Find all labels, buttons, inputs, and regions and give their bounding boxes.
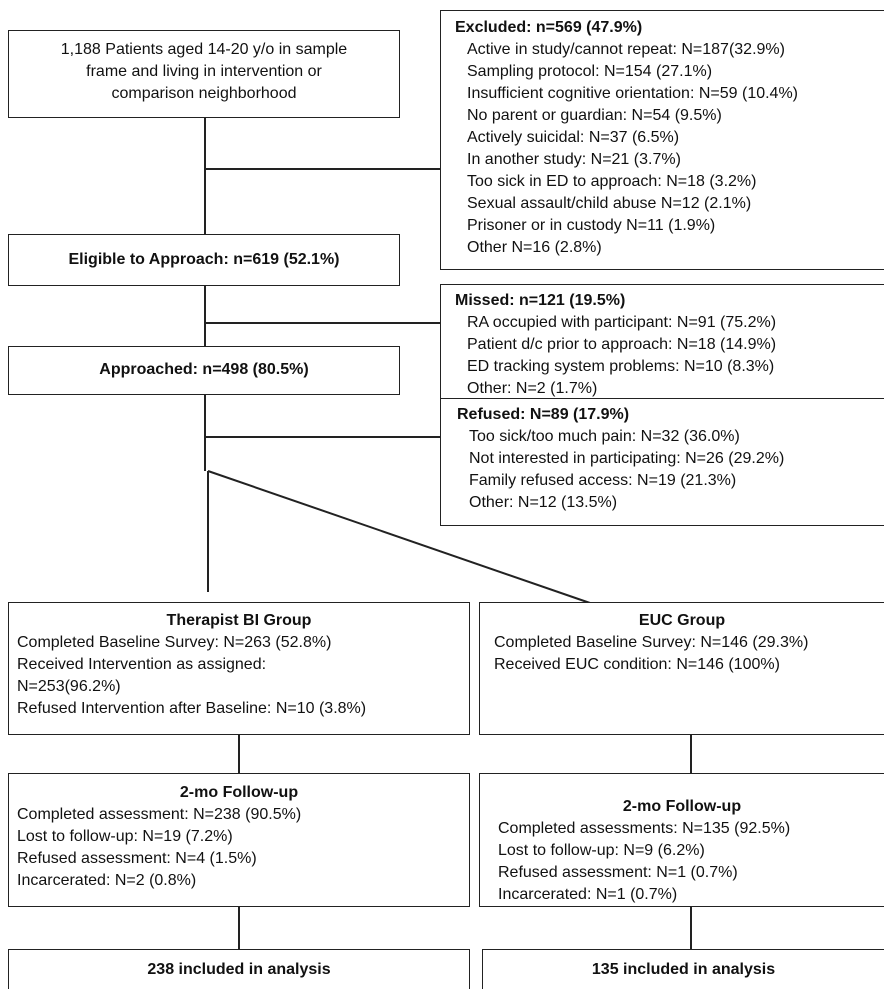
- refused-item: Not interested in participating: N=26 (2…: [469, 450, 785, 467]
- excluded-item: Insufficient cognitive orientation: N=59…: [467, 85, 799, 102]
- missed-item: Other: N=2 (1.7%): [467, 380, 598, 397]
- approached-box: Approached: n=498 (80.5%): [8, 346, 400, 395]
- excluded-item: Actively suicidal: N=37 (6.5%): [467, 129, 680, 146]
- connector-excluded-horizontal: [204, 168, 440, 170]
- eligible-box: Eligible to Approach: n=619 (52.1%): [8, 234, 400, 286]
- followup-right-item: Lost to follow-up: N=9 (6.2%): [498, 842, 705, 859]
- followup-right-title: 2-mo Follow-up: [622, 798, 742, 815]
- missed-box: Missed: n=121 (19.5%) RA occupied with p…: [440, 284, 884, 410]
- connector-euc-followup: [690, 735, 692, 773]
- missed-header: Missed: n=121 (19.5%): [455, 292, 626, 309]
- connector-followup-left-analysis: [238, 907, 240, 949]
- followup-right-box: 2-mo Follow-up Completed assessments: N=…: [479, 773, 884, 907]
- therapist-group-title: Therapist BI Group: [166, 612, 312, 629]
- excluded-box: Excluded: n=569 (47.9%) Active in study/…: [440, 10, 884, 270]
- connector-therapist-followup: [238, 735, 240, 773]
- sample-frame-line3: comparison neighborhood: [111, 85, 297, 102]
- excluded-item: Active in study/cannot repeat: N=187(32.…: [467, 41, 785, 58]
- refused-box: Refused: N=89 (17.9%) Too sick/too much …: [440, 398, 884, 526]
- excluded-item: Prisoner or in custody N=11 (1.9%): [467, 217, 716, 234]
- missed-item: Patient d/c prior to approach: N=18 (14.…: [467, 336, 777, 353]
- followup-left-box: 2-mo Follow-up Completed assessment: N=2…: [8, 773, 470, 907]
- excluded-item: In another study: N=21 (3.7%): [467, 151, 681, 168]
- excluded-header: Excluded: n=569 (47.9%): [455, 19, 643, 36]
- euc-group-item: Received EUC condition: N=146 (100%): [494, 656, 780, 673]
- analysis-right-label: 135 included in analysis: [591, 961, 776, 978]
- followup-right-item: Refused assessment: N=1 (0.7%): [498, 864, 738, 881]
- therapist-group-item: Refused Intervention after Baseline: N=1…: [17, 700, 367, 717]
- excluded-item: Too sick in ED to approach: N=18 (3.2%): [467, 173, 757, 190]
- followup-left-item: Lost to follow-up: N=19 (7.2%): [17, 828, 233, 845]
- sample-frame-line1: 1,188 Patients aged 14-20 y/o in sample: [60, 41, 348, 58]
- followup-right-item: Completed assessments: N=135 (92.5%): [498, 820, 791, 837]
- connector-followup-right-analysis: [690, 907, 692, 949]
- connector-top-vertical: [204, 118, 206, 234]
- connector-euc-diagonal: [207, 470, 591, 604]
- analysis-right-box: 135 included in analysis: [482, 949, 884, 989]
- refused-item: Family refused access: N=19 (21.3%): [469, 472, 737, 489]
- followup-left-item: Completed assessment: N=238 (90.5%): [17, 806, 302, 823]
- excluded-item: Sampling protocol: N=154 (27.1%): [467, 63, 713, 80]
- therapist-group-item: N=253(96.2%): [17, 678, 121, 695]
- connector-refused-horizontal: [204, 436, 440, 438]
- refused-item: Other: N=12 (13.5%): [469, 494, 618, 511]
- followup-left-item: Incarcerated: N=2 (0.8%): [17, 872, 197, 889]
- followup-left-item: Refused assessment: N=4 (1.5%): [17, 850, 257, 867]
- connector-approached-vertical: [204, 395, 206, 471]
- excluded-item: Other N=16 (2.8%): [467, 239, 602, 256]
- missed-item: RA occupied with participant: N=91 (75.2…: [467, 314, 777, 331]
- therapist-group-item: Completed Baseline Survey: N=263 (52.8%): [17, 634, 332, 651]
- connector-missed-horizontal: [204, 322, 440, 324]
- refused-item: Too sick/too much pain: N=32 (36.0%): [469, 428, 740, 445]
- sample-frame-line2: frame and living in intervention or: [86, 63, 322, 80]
- euc-group-item: Completed Baseline Survey: N=146 (29.3%): [494, 634, 809, 651]
- sample-frame-box: 1,188 Patients aged 14-20 y/o in sample …: [8, 30, 400, 118]
- euc-group-title: EUC Group: [638, 612, 726, 629]
- analysis-left-box: 238 included in analysis: [8, 949, 470, 989]
- excluded-item: Sexual assault/child abuse N=12 (2.1%): [467, 195, 752, 212]
- followup-left-title: 2-mo Follow-up: [179, 784, 299, 801]
- therapist-group-item: Received Intervention as assigned:: [17, 656, 267, 673]
- approached-label: Approached: n=498 (80.5%): [99, 361, 309, 378]
- followup-right-item: Incarcerated: N=1 (0.7%): [498, 886, 678, 903]
- missed-item: ED tracking system problems: N=10 (8.3%): [467, 358, 775, 375]
- euc-group-box: EUC Group Completed Baseline Survey: N=1…: [479, 602, 884, 735]
- eligible-label: Eligible to Approach: n=619 (52.1%): [68, 251, 340, 268]
- excluded-item: No parent or guardian: N=54 (9.5%): [467, 107, 722, 124]
- analysis-left-label: 238 included in analysis: [147, 961, 331, 978]
- refused-header: Refused: N=89 (17.9%): [457, 406, 630, 423]
- therapist-group-box: Therapist BI Group Completed Baseline Su…: [8, 602, 470, 735]
- connector-eligible-vertical: [204, 286, 206, 346]
